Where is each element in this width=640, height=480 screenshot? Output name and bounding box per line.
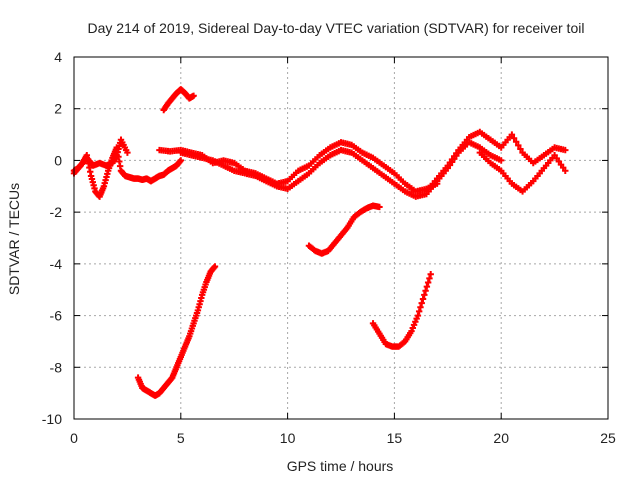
data-point — [427, 271, 434, 278]
x-tick-label: 25 — [600, 430, 616, 446]
grid — [74, 57, 608, 419]
y-tick-label: -2 — [50, 204, 63, 220]
series-arc-2 — [70, 136, 131, 177]
y-tick-label: -6 — [50, 308, 63, 324]
series-arc-10 — [369, 271, 434, 350]
data-point — [124, 149, 131, 156]
data-point — [419, 295, 427, 303]
data-point — [512, 138, 520, 146]
y-tick-label: -8 — [50, 359, 63, 375]
series-arc-6 — [134, 263, 219, 399]
data-point — [424, 279, 432, 286]
series-arc-8 — [476, 149, 569, 195]
data-point — [422, 287, 429, 294]
y-tick-label: 0 — [54, 152, 62, 168]
data-point — [426, 275, 433, 282]
y-tick-label: -4 — [50, 256, 63, 272]
data-point — [421, 291, 428, 299]
y-tick-label: 2 — [54, 101, 62, 117]
series-arc-9 — [305, 202, 383, 257]
x-tick-label: 5 — [177, 430, 185, 446]
x-tick-label: 10 — [280, 430, 296, 446]
data-point — [211, 263, 219, 270]
series-arc-7 — [423, 128, 569, 195]
x-tick-label: 0 — [70, 430, 78, 446]
plot-frame — [73, 56, 609, 420]
x-axis-label: GPS time / hours — [287, 458, 394, 474]
data-point — [517, 145, 524, 153]
chart-title: Day 214 of 2019, Sidereal Day-to-day VTE… — [88, 20, 585, 36]
data-point — [415, 308, 423, 315]
x-tick-label: 20 — [493, 430, 509, 446]
series-arc-4 — [177, 139, 505, 200]
data-point — [418, 299, 425, 307]
data-point — [515, 142, 522, 149]
data-point — [510, 134, 518, 142]
data-point — [423, 283, 431, 290]
data-point — [414, 312, 422, 319]
y-axis-label: SDTVAR / TECUs — [6, 183, 22, 295]
data-points — [70, 86, 569, 399]
data-point — [376, 203, 383, 211]
data-point — [508, 131, 516, 138]
data-point — [190, 92, 197, 99]
data-point — [177, 157, 184, 164]
x-tick-label: 15 — [387, 430, 403, 446]
y-tick-label: 4 — [54, 49, 62, 65]
data-point — [498, 157, 505, 164]
y-tick-label: -10 — [42, 411, 62, 427]
data-point — [562, 146, 569, 154]
axis-ticks: 0 5 10 15 20 25 -10 -8 -6 -4 -2 0 2 4 — [42, 49, 616, 446]
data-point — [417, 304, 424, 311]
data-point — [562, 167, 569, 174]
series-arc-5 — [160, 86, 197, 114]
